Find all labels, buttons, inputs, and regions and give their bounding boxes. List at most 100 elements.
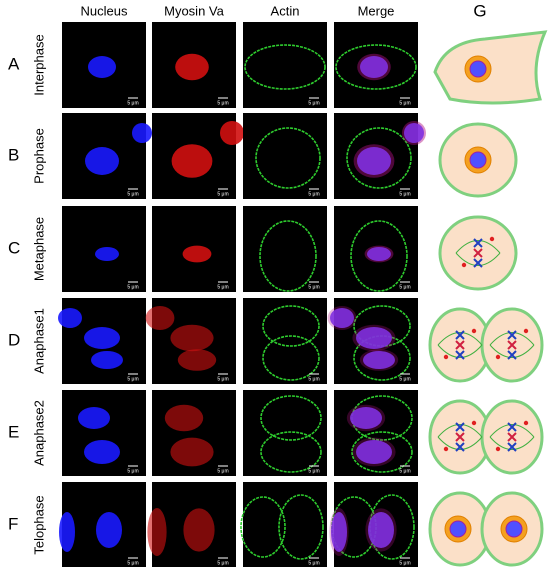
panel-label: G <box>473 1 486 20</box>
scale-label: 5 μm <box>308 376 319 382</box>
row-phase: Telophase <box>31 495 46 554</box>
micrograph: 5 μm <box>240 482 327 567</box>
scale-label: 5 μm <box>127 376 138 382</box>
scale-label: 5 μm <box>217 100 228 106</box>
schematic <box>433 30 548 105</box>
micrograph: 5 μm <box>334 22 418 108</box>
micrograph: 5 μm <box>62 113 152 199</box>
micrograph: 5 μm <box>62 390 146 476</box>
actin-outline <box>278 494 324 560</box>
micrograph: 5 μm <box>334 390 418 476</box>
nucleus-signal <box>356 327 392 349</box>
chromosome <box>455 422 465 432</box>
nucleus-signal <box>132 123 152 143</box>
micrograph: 5 μm <box>243 390 327 476</box>
myosin-signal <box>145 306 175 330</box>
myosin-dot <box>523 420 529 426</box>
myosin-dot <box>471 328 477 334</box>
actin-outline <box>260 395 322 441</box>
spindle <box>455 240 501 266</box>
column-header: Nucleus <box>81 3 128 18</box>
spindle <box>437 332 483 358</box>
myosin-signal <box>175 53 209 81</box>
row-phase: Metaphase <box>31 217 46 281</box>
row-phase: Interphase <box>31 34 46 95</box>
micrograph: 5 μm <box>243 298 327 384</box>
scale-label: 5 μm <box>399 468 410 474</box>
micrograph: 5 μm <box>147 482 236 567</box>
row-letter: C <box>8 238 20 257</box>
nucleus <box>449 520 467 538</box>
chromosome <box>455 350 465 360</box>
scale-label: 5 μm <box>217 560 228 566</box>
column-header: Myosin Va <box>164 3 224 18</box>
nucleus <box>469 151 487 169</box>
nucleus-signal <box>95 247 119 261</box>
micrograph: 5 μm <box>243 206 327 292</box>
micrograph: 5 μm <box>145 298 236 384</box>
micrograph: 5 μm <box>152 113 244 199</box>
row-letter: B <box>8 145 19 164</box>
micrograph: 5 μm <box>334 113 426 199</box>
chromosome <box>507 340 517 350</box>
nucleus-signal <box>368 512 394 548</box>
chromosome <box>507 330 517 340</box>
micrograph: 5 μm <box>329 482 418 567</box>
scale-label: 5 μm <box>399 284 410 290</box>
micrograph: 5 μm <box>327 298 418 384</box>
scale-label: 5 μm <box>217 468 228 474</box>
chromosome <box>473 238 483 248</box>
micrograph: 5 μm <box>152 206 236 292</box>
spindle <box>489 424 535 450</box>
chromosome <box>507 442 517 452</box>
nucleus-signal <box>84 327 120 349</box>
actin-outline <box>262 335 320 381</box>
nucleus-signal <box>78 407 110 429</box>
myosin-dot <box>443 446 449 452</box>
row-phase: Anaphase2 <box>31 400 46 466</box>
scale-label: 5 μm <box>399 100 410 106</box>
scale-label: 5 μm <box>217 191 228 197</box>
scale-label: 5 μm <box>308 284 319 290</box>
chromosome <box>455 340 465 350</box>
myosin-signal <box>170 324 214 352</box>
spindle <box>489 332 535 358</box>
actin-outline <box>244 44 326 90</box>
column-header: Actin <box>271 3 300 18</box>
nucleus-signal <box>58 308 82 328</box>
scale-label: 5 μm <box>308 100 319 106</box>
chromosome <box>455 330 465 340</box>
schematic <box>428 307 544 383</box>
schematic <box>428 491 544 567</box>
myosin-signal <box>182 245 212 263</box>
micrograph: 5 μm <box>152 22 236 108</box>
scale-label: 5 μm <box>127 560 138 566</box>
nucleus-signal <box>96 512 122 548</box>
scale-label: 5 μm <box>399 376 410 382</box>
micrograph: 5 μm <box>62 22 146 108</box>
column-header: Merge <box>358 3 395 18</box>
scale-label: 5 μm <box>127 468 138 474</box>
actin-outline <box>260 431 322 473</box>
nucleus-signal <box>357 147 391 175</box>
scale-label: 5 μm <box>127 100 138 106</box>
row-letter: E <box>8 422 19 441</box>
scale-label: 5 μm <box>127 284 138 290</box>
schematic <box>438 215 518 291</box>
scale-label: 5 μm <box>308 560 319 566</box>
chromosome <box>507 422 517 432</box>
micrograph-bg <box>243 206 327 292</box>
nucleus-signal <box>59 512 75 552</box>
nucleus-signal <box>88 56 116 78</box>
nucleus-signal <box>350 407 382 429</box>
micrograph: 5 μm <box>243 22 327 108</box>
scale-label: 5 μm <box>217 376 228 382</box>
row-phase: Prophase <box>31 128 46 184</box>
micrograph: 5 μm <box>152 390 236 476</box>
scale-label: 5 μm <box>217 284 228 290</box>
myosin-signal <box>177 349 217 371</box>
myosin-dot <box>495 446 501 452</box>
myosin-dot <box>443 354 449 360</box>
row-letter: F <box>8 514 18 533</box>
